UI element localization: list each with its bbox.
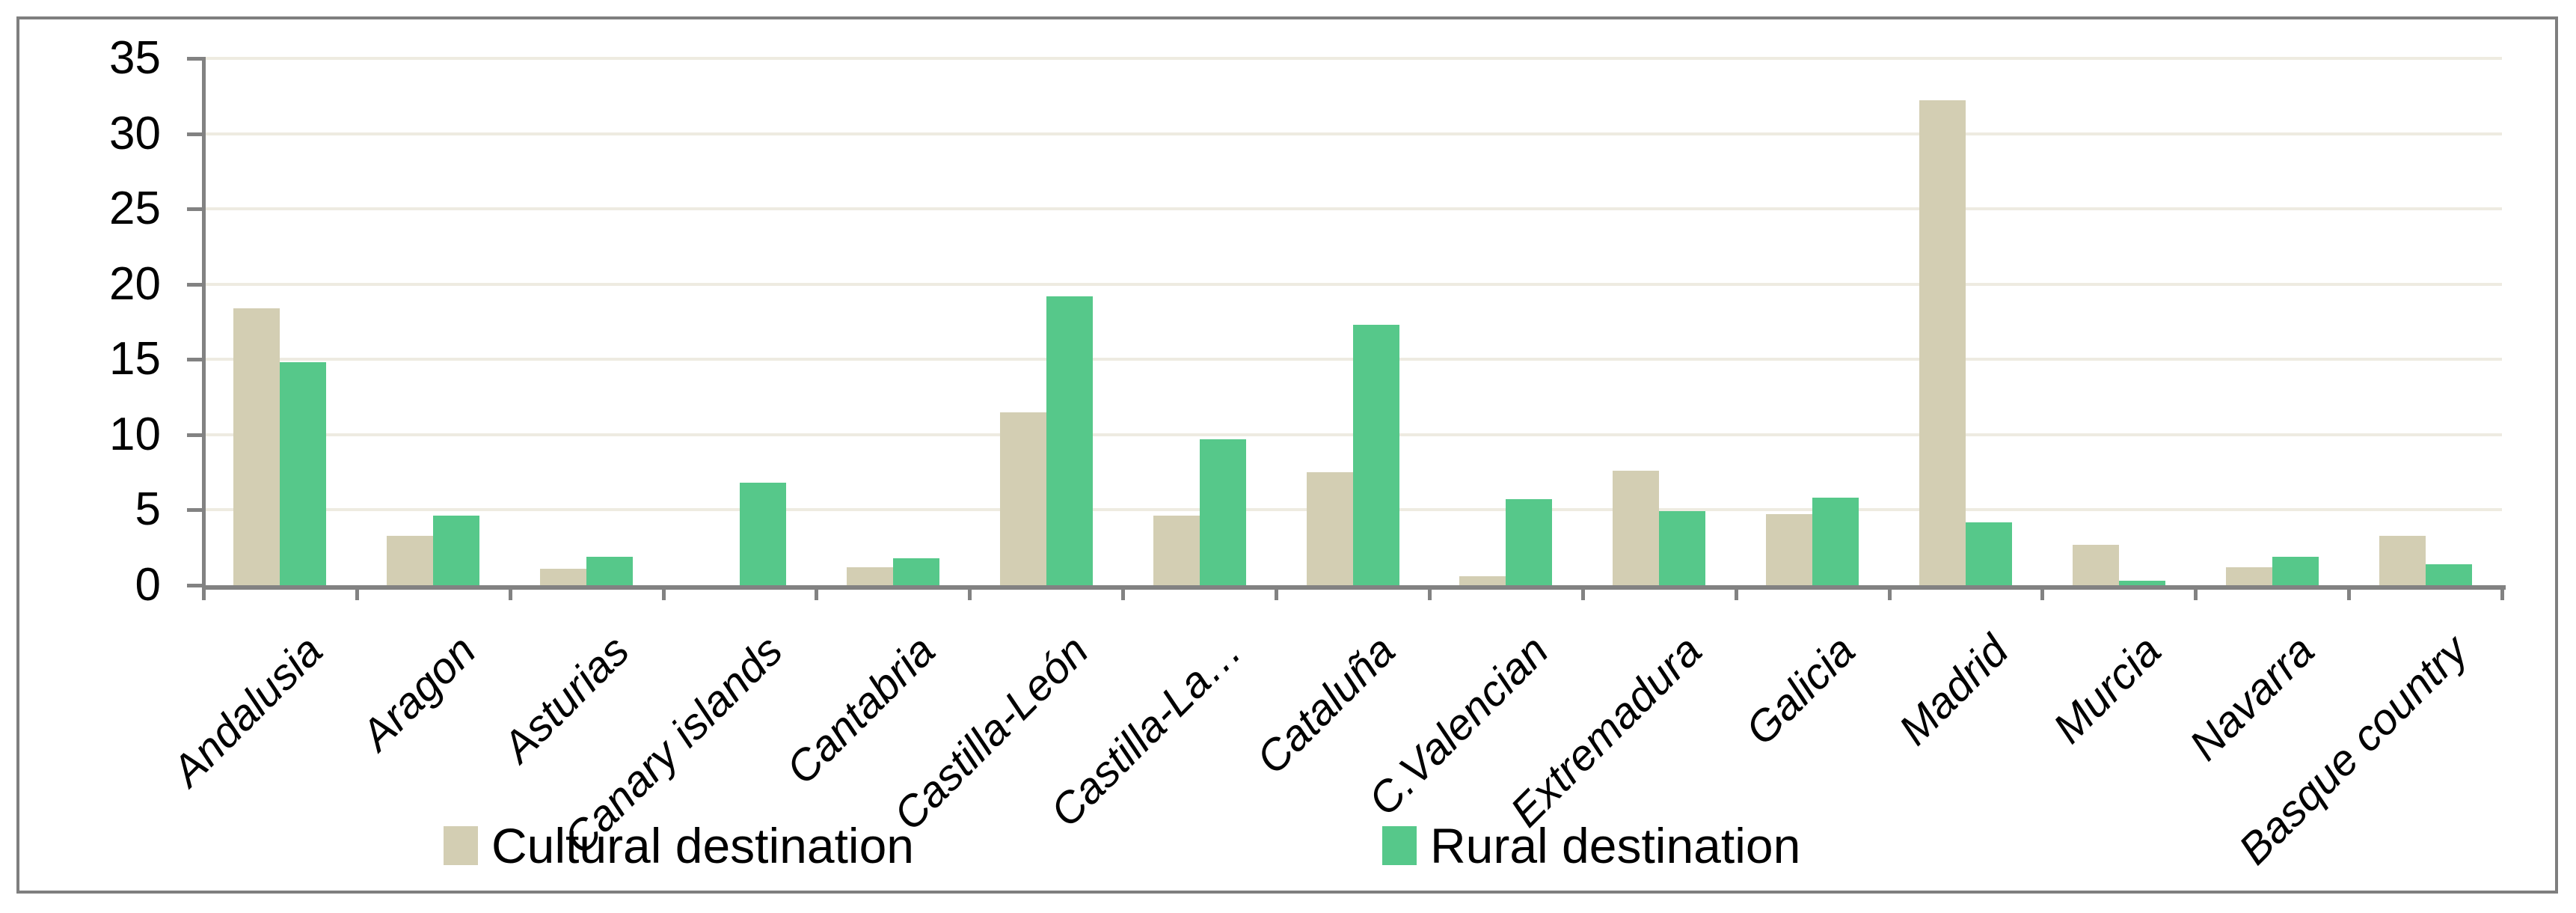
- chart-border-frame: [16, 16, 2558, 894]
- gridline: [203, 207, 2502, 211]
- bar-rural-4: [893, 558, 939, 585]
- bar-rural-12: [2119, 580, 2165, 585]
- x-tick: [1888, 588, 1892, 600]
- legend-swatch-rural: [1382, 826, 1417, 865]
- bar-cultural-5: [1000, 412, 1046, 585]
- bar-cultural-13: [2226, 567, 2272, 585]
- legend-item-rural: Rural destination: [1382, 819, 1800, 873]
- y-axis-tick-label: 5: [135, 483, 161, 535]
- y-axis-line: [202, 57, 206, 590]
- bar-rural-13: [2272, 556, 2319, 585]
- bar-rural-9: [1659, 511, 1705, 585]
- y-tick: [187, 358, 203, 361]
- bar-rural-2: [586, 556, 633, 585]
- x-tick: [1121, 588, 1125, 600]
- legend-label-rural: Rural destination: [1430, 818, 1801, 873]
- x-tick: [2500, 588, 2504, 600]
- legend-swatch-cultural: [444, 826, 478, 865]
- bar-rural-14: [2426, 564, 2472, 585]
- gridline: [203, 358, 2502, 361]
- y-axis-tick-label: 25: [109, 183, 161, 234]
- x-tick: [2194, 588, 2198, 600]
- bar-rural-8: [1506, 499, 1552, 585]
- y-axis-tick-label: 10: [109, 409, 161, 460]
- bar-cultural-7: [1307, 472, 1353, 585]
- x-tick: [509, 588, 512, 600]
- x-tick: [202, 588, 206, 600]
- bar-cultural-10: [1766, 514, 1812, 585]
- bar-cultural-8: [1459, 575, 1506, 585]
- bar-cultural-6: [1153, 516, 1200, 585]
- legend-item-cultural: Cultural destination: [444, 819, 914, 873]
- x-tick: [968, 588, 972, 600]
- x-tick: [662, 588, 666, 600]
- y-tick: [187, 584, 203, 587]
- x-tick: [2040, 588, 2044, 600]
- bar-rural-11: [1966, 522, 2012, 585]
- y-tick: [187, 433, 203, 437]
- gridline: [203, 57, 2502, 60]
- bars-layer: [203, 58, 2502, 585]
- bar-cultural-0: [233, 308, 280, 585]
- x-tick: [1275, 588, 1278, 600]
- bar-rural-0: [280, 362, 326, 585]
- y-tick: [187, 207, 203, 211]
- bar-cultural-11: [1919, 100, 1966, 585]
- gridline: [203, 282, 2502, 286]
- y-tick: [187, 508, 203, 512]
- bar-rural-5: [1046, 296, 1093, 585]
- bar-rural-10: [1812, 498, 1859, 585]
- y-tick: [187, 283, 203, 287]
- gridline: [203, 433, 2502, 436]
- y-axis-tick-label: 30: [109, 108, 161, 159]
- x-tick: [2347, 588, 2351, 600]
- x-tick: [355, 588, 359, 600]
- bar-rural-3: [740, 483, 786, 585]
- y-tick: [187, 132, 203, 136]
- y-axis-tick-label: 15: [109, 333, 161, 385]
- bar-cultural-14: [2379, 535, 2426, 585]
- x-tick: [1581, 588, 1585, 600]
- y-axis-tick-label: 20: [109, 258, 161, 310]
- bar-cultural-4: [847, 567, 893, 585]
- x-axis-line: [202, 585, 2506, 590]
- x-tick: [1735, 588, 1738, 600]
- gridline: [203, 132, 2502, 135]
- bar-cultural-12: [2073, 544, 2119, 585]
- y-axis-tick-label: 35: [109, 32, 161, 84]
- bar-cultural-2: [540, 568, 586, 585]
- x-tick: [1428, 588, 1432, 600]
- bar-rural-1: [433, 516, 479, 585]
- y-axis-tick-label: 0: [135, 559, 161, 611]
- bar-cultural-9: [1613, 471, 1659, 585]
- x-tick: [815, 588, 818, 600]
- bar-rural-7: [1353, 325, 1399, 585]
- bar-rural-6: [1200, 439, 1246, 585]
- legend-label-cultural: Cultural destination: [491, 818, 914, 873]
- y-tick: [187, 57, 203, 61]
- bar-cultural-1: [387, 535, 433, 585]
